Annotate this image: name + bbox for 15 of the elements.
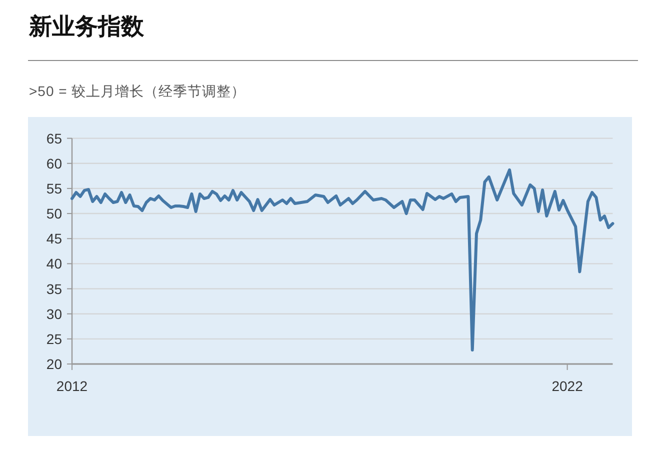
y-tick-label: 45 (46, 230, 62, 247)
y-tick-label: 50 (46, 206, 62, 222)
y-tick-label: 25 (46, 330, 62, 347)
subtitle: >50 = 较上月增长（经季节调整） (29, 83, 246, 99)
title: 新业务指数 (29, 13, 144, 39)
y-tick-label: 40 (46, 256, 62, 272)
plot: 20 25 30 35 40 45 50 55 60 65 2012 2022 (46, 130, 614, 394)
y-tick-label: 65 (46, 130, 62, 146)
y-tick-label: 20 (46, 356, 62, 372)
x-tick-label: 2012 (56, 378, 88, 394)
x-tick-label: 2022 (552, 378, 584, 394)
y-tick-label: 55 (46, 180, 62, 196)
y-tick-label: 35 (46, 280, 62, 297)
y-tick-label: 60 (46, 155, 62, 172)
y-tick-label: 30 (46, 306, 62, 322)
